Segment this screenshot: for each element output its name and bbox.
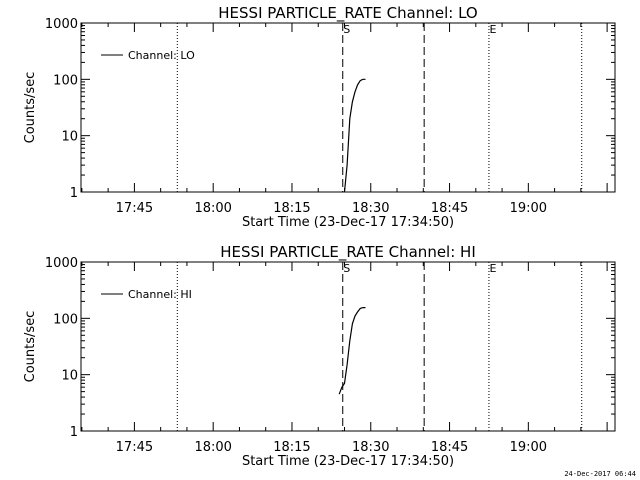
p0-x-axis-label: Start Time (23-Dec-17 17:34:50) [242,215,454,230]
p0-x-tick-label: 18:45 [431,201,468,216]
p0-x-tick-label: 18:15 [273,201,310,216]
p0-y-tick-label: 10 [61,130,78,145]
p0-y-tick-label: 1000 [45,17,78,32]
p1-time-marker-label: S [343,262,350,275]
p0-y-tick-label: 1 [70,186,78,201]
p1-x-tick-label: 18:45 [431,440,468,455]
p1-x-axis-label: Start Time (23-Dec-17 17:34:50) [242,454,454,469]
p1-series-line [338,307,366,395]
footer-timestamp: 24-Dec-2017 06:44 [564,470,636,478]
chart-panel-hi: HESSI PARTICLE_RATE Channel: HI 1 10 100 100… [23,243,616,469]
p1-legend-label: Channel: HI [128,288,192,301]
p0-chart-title: HESSI PARTICLE_RATE Channel: LO [218,4,477,23]
p1-y-tick-label: 100 [53,312,78,327]
chart-panel-lo: HESSI PARTICLE_RATE Channel: LO 1 10 100 100… [23,4,616,230]
p1-x-tick-label: 18:15 [273,440,310,455]
p1-x-tick-label: 18:00 [194,440,231,455]
p0-plot-frame [80,22,616,193]
p1-y-tick-label: 1 [70,425,78,440]
p0-y-axis-label: Counts/sec [23,72,38,144]
p0-time-marker-label: S [343,23,350,36]
p0-series-line [343,78,366,193]
p1-plot-frame [80,261,616,432]
p1-y-tick-label: 10 [61,369,78,384]
p0-x-tick-label: 19:00 [510,201,547,216]
p1-y-axis-label: Counts/sec [23,311,38,383]
p0-x-tick-label: 17:45 [116,201,153,216]
p0-time-marker-label: E [489,23,496,36]
p1-chart-title: HESSI PARTICLE_RATE Channel: HI [220,243,476,262]
p1-y-tick-label: 1000 [45,256,78,271]
p0-y-tick-label: 100 [53,73,78,88]
p0-legend-label: Channel: LO [128,49,195,62]
p1-x-tick-label: 19:00 [510,440,547,455]
p0-x-tick-label: 18:30 [352,201,389,216]
p1-time-marker-label: E [489,262,496,275]
p0-x-tick-label: 18:00 [194,201,231,216]
p1-x-tick-label: 18:30 [352,440,389,455]
p1-x-tick-label: 17:45 [116,440,153,455]
